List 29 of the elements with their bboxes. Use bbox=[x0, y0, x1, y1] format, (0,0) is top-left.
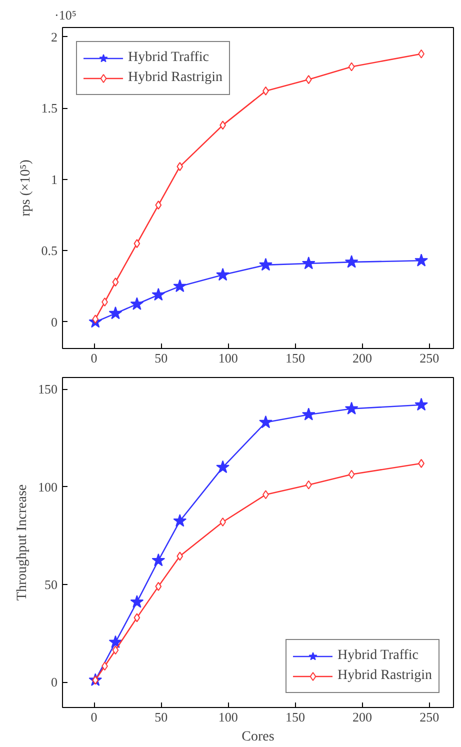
y-tick-label: 1 bbox=[51, 172, 58, 187]
y-tick-label: 50 bbox=[44, 576, 58, 592]
y-axis-title: rps (×10⁵) bbox=[18, 159, 34, 216]
y-tick-label: 0 bbox=[51, 674, 58, 690]
x-tick-label: 250 bbox=[420, 710, 440, 724]
x-tick-label: 200 bbox=[352, 350, 372, 366]
legend-label: Hybrid Traffic bbox=[128, 50, 210, 66]
x-tick-label: 250 bbox=[420, 350, 440, 366]
x-tick-label: 50 bbox=[154, 710, 168, 724]
x-tick-label: 0 bbox=[90, 710, 98, 724]
y-tick-label: 100 bbox=[38, 479, 58, 494]
x-tick-label: 150 bbox=[285, 710, 305, 724]
y-tick-label: 150 bbox=[38, 382, 58, 397]
x-tick-label: 0 bbox=[90, 350, 98, 366]
y-tick-label: 2 bbox=[51, 29, 58, 44]
x-tick-label: 50 bbox=[154, 350, 168, 366]
legend-label: Hybrid Traffic bbox=[338, 648, 419, 664]
y-axis-title: Throughput Increase bbox=[15, 484, 30, 601]
text: ·10⁵ bbox=[54, 8, 76, 22]
x-tick-label: 150 bbox=[285, 350, 305, 366]
x-axis-title: Cores bbox=[242, 730, 274, 744]
y-tick-label: 1.5 bbox=[41, 100, 58, 116]
legend-label: Hybrid Rastrigin bbox=[128, 70, 222, 86]
x-tick-label: 100 bbox=[218, 350, 238, 366]
x-tick-label: 200 bbox=[352, 710, 372, 724]
x-tick-label: 100 bbox=[218, 710, 238, 724]
y-tick-label: 0.5 bbox=[41, 243, 58, 258]
legend-label: Hybrid Rastrigin bbox=[338, 668, 432, 684]
y-tick-label: 0 bbox=[51, 314, 58, 330]
